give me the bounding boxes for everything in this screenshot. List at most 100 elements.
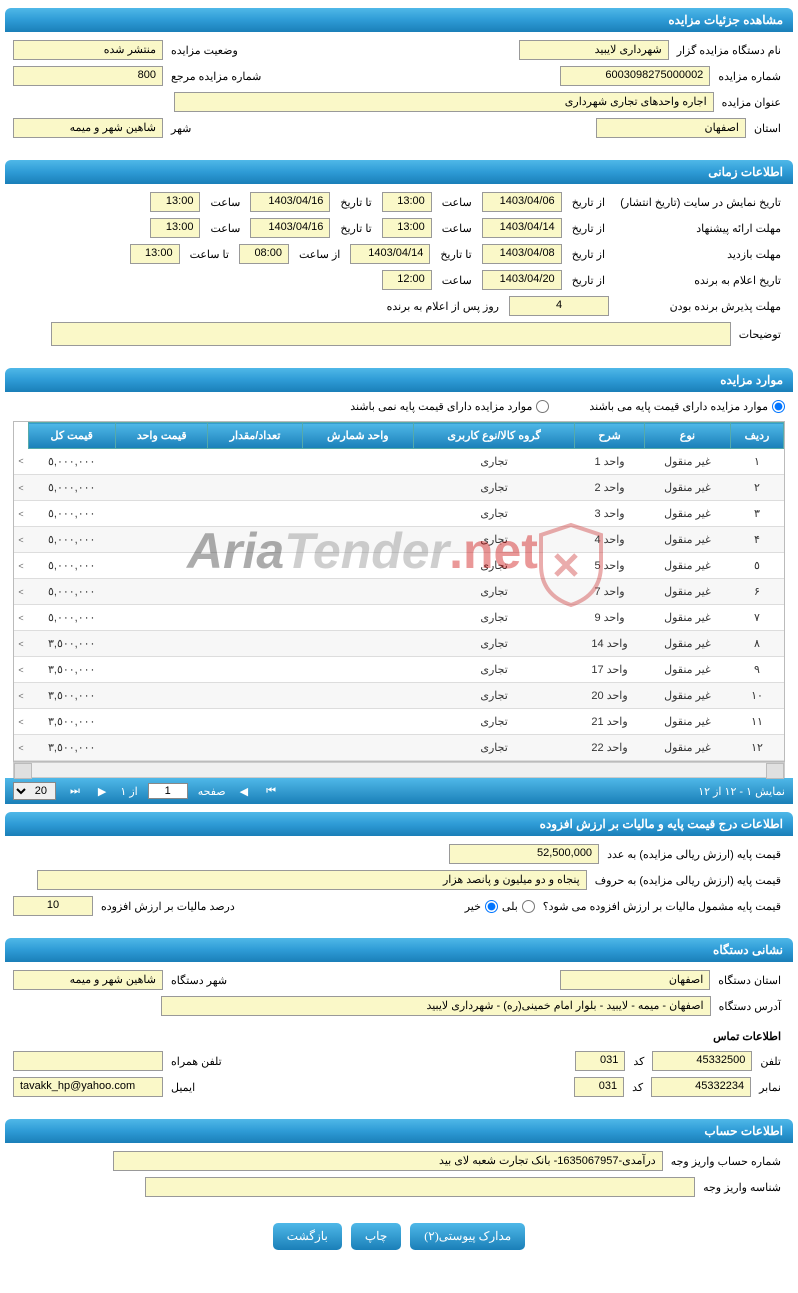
label-hour5: ساعت xyxy=(438,274,476,287)
table-row[interactable]: ٧غیر منقولواحد 9تجاری٥,٠٠٠,٠٠٠> xyxy=(14,605,784,631)
cell: تجاری xyxy=(413,709,574,735)
value-offer-to: 1403/04/16 xyxy=(250,218,330,238)
cell xyxy=(208,709,302,735)
cell: غیر منقول xyxy=(644,475,730,501)
expand-icon[interactable]: > xyxy=(14,501,28,527)
cell xyxy=(302,501,413,527)
pager-next[interactable]: ▶ xyxy=(94,785,110,798)
col-1: نوع xyxy=(644,423,730,449)
cell: واحد 4 xyxy=(575,527,645,553)
value-winner-from: 1403/04/20 xyxy=(482,270,562,290)
value-publish-to-h: 13:00 xyxy=(150,192,200,212)
section-header-details: مشاهده جزئیات مزایده xyxy=(5,8,793,32)
expand-icon[interactable]: > xyxy=(14,449,28,475)
cell: ۴ xyxy=(730,527,783,553)
cell xyxy=(115,449,208,475)
cell xyxy=(208,657,302,683)
radio-without-base-input[interactable] xyxy=(536,400,549,413)
table-row[interactable]: ٨غیر منقولواحد 14تجاری٣,٥٠٠,٠٠٠> xyxy=(14,631,784,657)
cell xyxy=(302,449,413,475)
pager-page-input[interactable] xyxy=(148,783,188,799)
table-row[interactable]: ٩غیر منقولواحد 17تجاری٣,٥٠٠,٠٠٠> xyxy=(14,657,784,683)
value-base-word: پنجاه و دو میلیون و پانصد هزار xyxy=(37,870,587,890)
table-row[interactable]: ١١غیر منقولواحد 21تجاری٣,٥٠٠,٠٠٠> xyxy=(14,709,784,735)
pager-page-label: صفحه xyxy=(198,785,226,798)
table-row[interactable]: ١٢غیر منقولواحد 22تجاری٣,٥٠٠,٠٠٠> xyxy=(14,735,784,761)
col-6: قیمت واحد xyxy=(115,423,208,449)
cell: ٥,٠٠٠,٠٠٠ xyxy=(28,449,115,475)
section-header-items: موارد مزایده xyxy=(5,368,793,392)
label-from2: از تاریخ xyxy=(568,222,609,235)
pager-of: از ١ xyxy=(120,785,137,798)
cell: ۶ xyxy=(730,579,783,605)
section-body-details: نام دستگاه مزایده گزار شهرداری لایبید وض… xyxy=(5,32,793,152)
cell xyxy=(302,735,413,761)
radio-vat-yes-input[interactable] xyxy=(522,900,535,913)
section-body-account: شماره حساب واریز وجه درآمدی-1635067957- … xyxy=(5,1143,793,1211)
radio-without-base[interactable]: موارد مزایده دارای قیمت پایه نمی باشند xyxy=(350,400,549,413)
cell: غیر منقول xyxy=(644,605,730,631)
cell: ٥,٠٠٠,٠٠٠ xyxy=(28,579,115,605)
table-row[interactable]: ٢غیر منقولواحد 2تجاری٥,٠٠٠,٠٠٠> xyxy=(14,475,784,501)
label-email: ایمیل xyxy=(167,1081,199,1094)
col-2: شرح xyxy=(575,423,645,449)
cell: ٥,٠٠٠,٠٠٠ xyxy=(28,553,115,579)
radio-with-base[interactable]: موارد مزایده دارای قیمت پایه می باشند xyxy=(589,400,785,413)
value-visit-to: 1403/04/14 xyxy=(350,244,430,264)
table-row[interactable]: ١٠غیر منقولواحد 20تجاری٣,٥٠٠,٠٠٠> xyxy=(14,683,784,709)
cell: غیر منقول xyxy=(644,553,730,579)
value-visit-from: 1403/04/08 xyxy=(482,244,562,264)
radio-vat-no[interactable]: خیر xyxy=(465,900,498,913)
label-fromhour: از ساعت xyxy=(295,248,344,261)
expand-icon[interactable]: > xyxy=(14,735,28,761)
expand-icon[interactable]: > xyxy=(14,527,28,553)
pager-first[interactable]: ⏮ xyxy=(262,785,280,798)
pager-size[interactable]: 20 xyxy=(13,782,56,800)
value-fax: 45332234 xyxy=(651,1077,751,1097)
expand-icon[interactable]: > xyxy=(14,631,28,657)
table-row[interactable]: ۴غیر منقولواحد 4تجاری٥,٠٠٠,٠٠٠> xyxy=(14,527,784,553)
radio-vat-yes[interactable]: بلی xyxy=(502,900,535,913)
cell xyxy=(208,605,302,631)
pager-last[interactable]: ⏭ xyxy=(66,785,84,798)
cell xyxy=(302,657,413,683)
table-row[interactable]: ۶غیر منقولواحد 7تجاری٥,٠٠٠,٠٠٠> xyxy=(14,579,784,605)
cell: واحد 2 xyxy=(575,475,645,501)
table-row[interactable]: ١غیر منقولواحد 1تجاری٥,٠٠٠,٠٠٠> xyxy=(14,449,784,475)
back-button[interactable]: بازگشت xyxy=(273,1223,342,1250)
label-winner: تاریخ اعلام به برنده xyxy=(615,274,785,287)
radio-with-base-input[interactable] xyxy=(772,400,785,413)
value-email: tavakk_hp@yahoo.com xyxy=(13,1077,163,1097)
section-body-time: تاریخ نمایش در سایت (تاریخ انتشار) از تا… xyxy=(5,184,793,360)
expand-icon[interactable]: > xyxy=(14,579,28,605)
cell: ٣,٥٠٠,٠٠٠ xyxy=(28,657,115,683)
expand-icon[interactable]: > xyxy=(14,605,28,631)
pager-prev[interactable]: ◀ xyxy=(236,785,252,798)
cell: واحد 5 xyxy=(575,553,645,579)
cell xyxy=(302,709,413,735)
radio-vat-no-input[interactable] xyxy=(485,900,498,913)
table-row[interactable]: ٥غیر منقولواحد 5تجاری٥,٠٠٠,٠٠٠> xyxy=(14,553,784,579)
label-from: از تاریخ xyxy=(568,196,609,209)
table-h-scrollbar[interactable] xyxy=(13,762,785,778)
cell xyxy=(302,631,413,657)
value-phone: 45332500 xyxy=(652,1051,752,1071)
print-button[interactable]: چاپ xyxy=(351,1223,401,1250)
value-accid xyxy=(145,1177,695,1197)
pager-summary: نمایش ۱ - ۱۲ از ۱۲ xyxy=(698,785,785,798)
label-hour2: ساعت xyxy=(206,196,244,209)
expand-icon[interactable]: > xyxy=(14,709,28,735)
value-notes xyxy=(51,322,731,346)
cell xyxy=(115,475,208,501)
value-visit-to-h: 13:00 xyxy=(130,244,180,264)
label-to: تا تاریخ xyxy=(336,196,375,209)
expand-icon[interactable]: > xyxy=(14,553,28,579)
value-publish-to: 1403/04/16 xyxy=(250,192,330,212)
expand-icon[interactable]: > xyxy=(14,683,28,709)
label-status: وضعیت مزایده xyxy=(167,44,242,57)
expand-icon[interactable]: > xyxy=(14,475,28,501)
expand-icon[interactable]: > xyxy=(14,657,28,683)
attach-button[interactable]: مدارک پیوستی(۲) xyxy=(410,1223,525,1250)
table-row[interactable]: ٣غیر منقولواحد 3تجاری٥,٠٠٠,٠٠٠> xyxy=(14,501,784,527)
label-accept: مهلت پذیرش برنده بودن xyxy=(615,300,785,313)
